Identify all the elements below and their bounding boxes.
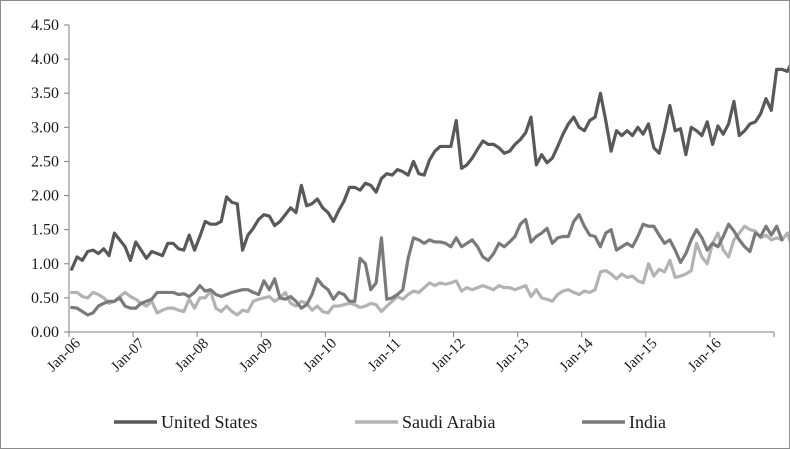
x-tick-label: Jan-07	[108, 335, 148, 375]
x-tick-label: Jan-10	[301, 336, 341, 376]
y-axis: 0.00 0.50 1.00 1.50 2.00 2.50 3.00 3.50 4.00 4.50	[31, 17, 70, 341]
y-tick-label: 4.50	[31, 17, 59, 34]
x-tick-label: Jan-09	[237, 336, 277, 376]
y-tick-label: 3.50	[31, 85, 59, 102]
y-tick-label: 2.00	[31, 188, 59, 205]
y-tick-label: 0.50	[31, 290, 59, 307]
y-tick-label: 1.00	[31, 256, 59, 273]
series-layer	[70, 64, 789, 317]
x-tick-label: Jan-08	[172, 336, 212, 376]
series-line-saudi-arabia	[70, 224, 789, 317]
y-tick-label: 4.00	[31, 51, 59, 68]
y-tick-label: 2.50	[31, 153, 59, 170]
x-tick-label: Jan-11	[365, 336, 404, 375]
series-line-united-states	[70, 64, 789, 271]
series-line-india	[70, 213, 784, 317]
y-tick-label: 3.00	[31, 119, 59, 136]
x-tick-label: Jan-16	[685, 335, 725, 375]
x-axis: Jan-06 Jan-07 Jan-08 Jan-09 Jan-10 Jan-11 Jan-…	[44, 331, 775, 376]
x-tick-label: Jan-13	[493, 336, 533, 376]
x-tick-label: Jan-14	[557, 335, 597, 375]
legend: United States Saudi Arabia India	[114, 412, 666, 432]
legend-label: Saudi Arabia	[402, 412, 495, 432]
legend-label: United States	[161, 412, 258, 432]
x-tick-label: Jan-06	[44, 335, 84, 375]
legend-label: India	[629, 412, 666, 432]
y-tick-label: 1.50	[31, 222, 59, 239]
x-tick-label: Jan-15	[621, 336, 661, 376]
y-tick-label: 0.00	[31, 324, 59, 341]
x-tick-label: Jan-12	[429, 336, 469, 376]
